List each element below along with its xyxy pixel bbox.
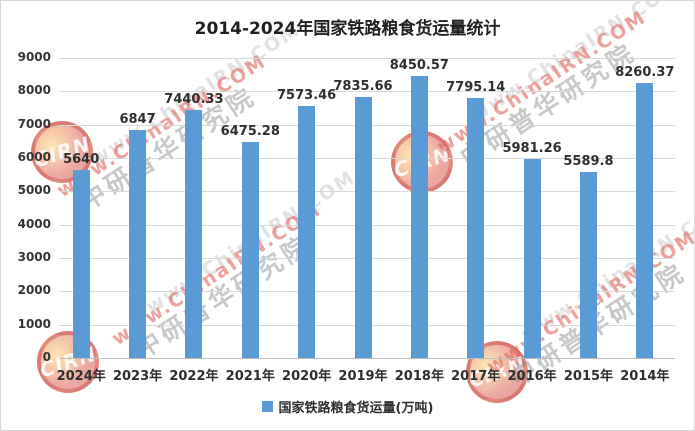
bar xyxy=(523,158,541,358)
y-axis-tick-label: 6000 xyxy=(17,150,51,164)
x-axis-tick-label: 2020年 xyxy=(282,369,332,384)
bar-value-label: 7835.66 xyxy=(333,78,393,94)
legend-swatch xyxy=(261,401,273,412)
x-axis-tick-label: 2018年 xyxy=(394,369,444,384)
x-axis-tick-label: 2021年 xyxy=(225,369,275,384)
bar xyxy=(354,96,372,358)
bar-value-label: 8260.37 xyxy=(615,64,675,80)
y-axis-tick-label: 1000 xyxy=(17,316,51,331)
bar xyxy=(129,129,147,358)
x-axis-line xyxy=(59,358,675,359)
bar xyxy=(410,76,428,358)
gridline xyxy=(59,91,675,93)
bar xyxy=(241,142,259,358)
bar-value-label: 8450.57 xyxy=(389,58,449,74)
bar-value-label: 7440.33 xyxy=(164,92,224,107)
x-axis-tick-label: 2014年 xyxy=(620,369,670,384)
bar-value-label: 7795.14 xyxy=(446,80,506,96)
y-axis-tick-label: 5000 xyxy=(17,183,51,198)
legend: 国家铁路粮食货运量(万吨) xyxy=(1,397,694,416)
chart-title: 2014-2024年国家铁路粮食货运量统计 xyxy=(194,19,501,39)
bar xyxy=(185,110,203,358)
x-axis-tick-label: 2019年 xyxy=(338,369,388,384)
legend-label: 国家铁路粮食货运量(万吨) xyxy=(278,401,434,416)
bar xyxy=(72,170,90,358)
plot-area: 5640 6847 7440.33 6475.28 7573.46 7835.66 8450… xyxy=(53,58,675,359)
y-axis-tick-label: 7000 xyxy=(17,116,51,131)
y-axis-tick-label: 3000 xyxy=(17,250,51,264)
y-axis-tick-label: 2000 xyxy=(17,283,51,298)
bar xyxy=(636,82,654,358)
y-axis-tick-label: 0 xyxy=(42,350,51,364)
x-axis-tick-label: 2015年 xyxy=(563,369,614,384)
bar-value-label: 6475.28 xyxy=(220,124,280,140)
y-axis-tick-label: 8000 xyxy=(17,83,51,98)
bar-value-label: 5981.26 xyxy=(502,140,562,156)
y-axis-tick-label: 4000 xyxy=(17,216,51,231)
y-axis-tick-label: 9000 xyxy=(17,50,51,64)
bar xyxy=(467,98,485,358)
gridline xyxy=(59,58,675,59)
x-axis-tick-label: 2022年 xyxy=(169,369,219,384)
bar-value-label: 5589.8 xyxy=(563,153,614,169)
bar xyxy=(579,171,597,358)
bar xyxy=(298,105,316,358)
x-axis-tick-label: 2023年 xyxy=(112,369,163,384)
bar-value-label: 7573.46 xyxy=(277,87,337,103)
bar-value-label: 6847 xyxy=(119,111,156,127)
